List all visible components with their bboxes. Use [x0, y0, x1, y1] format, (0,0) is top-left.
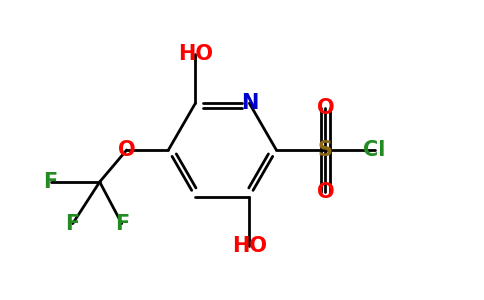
Text: N: N — [241, 93, 258, 113]
Text: S: S — [318, 140, 333, 160]
Text: O: O — [317, 98, 334, 118]
Text: F: F — [44, 172, 58, 192]
Text: O: O — [118, 140, 136, 160]
Text: Cl: Cl — [363, 140, 386, 160]
Text: HO: HO — [232, 236, 267, 256]
Text: HO: HO — [178, 44, 213, 64]
Text: F: F — [115, 214, 129, 234]
Text: F: F — [65, 214, 80, 234]
Text: O: O — [317, 182, 334, 202]
